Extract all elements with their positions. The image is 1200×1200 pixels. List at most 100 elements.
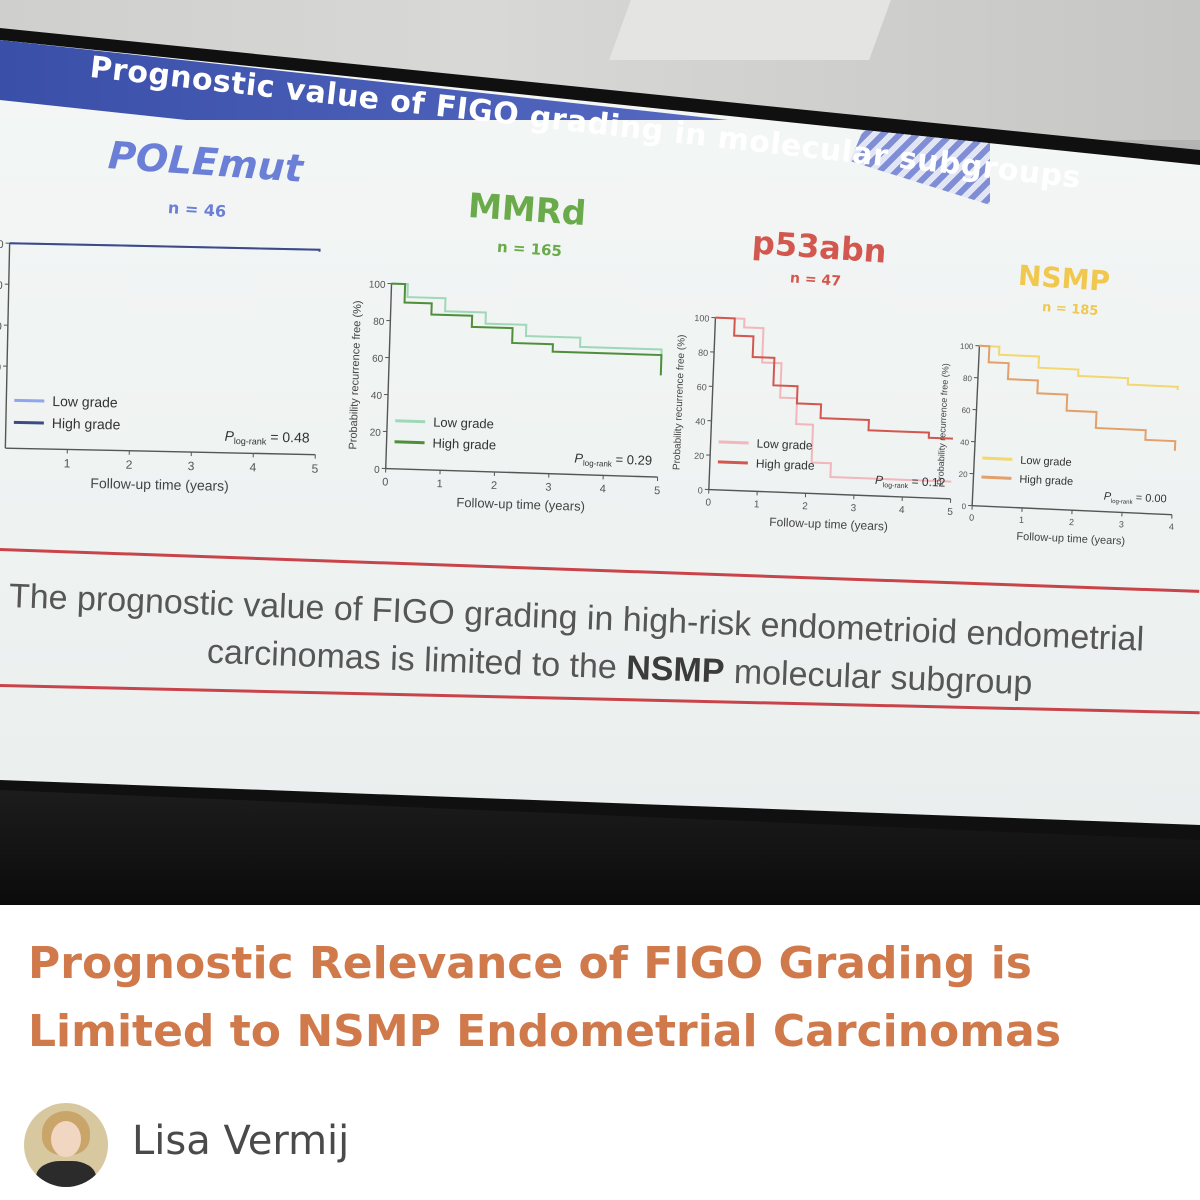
legend-swatch	[13, 420, 44, 425]
p-symbol: P	[224, 428, 234, 444]
y-tick-label: 20	[694, 451, 704, 461]
x-tick-label: 2	[491, 480, 497, 492]
y-tick-label: 100	[0, 239, 4, 251]
x-tick-label: 4	[600, 483, 606, 495]
legend-swatch	[717, 460, 748, 465]
y-axis	[4, 243, 11, 449]
legend-label: Low grade	[433, 415, 494, 432]
slide-conclusion: The prognostic value of FIGO grading in …	[6, 572, 1200, 714]
legend-swatch	[981, 475, 1012, 480]
x-axis	[385, 467, 658, 478]
legend-swatch	[394, 440, 425, 445]
y-tick-label: 20	[370, 428, 382, 439]
y-tick-label: 40	[371, 391, 383, 402]
curve-high-grade	[9, 242, 321, 252]
panel-n-nsmp: n = 185	[1041, 300, 1099, 319]
y-tick-label: 60	[697, 382, 707, 392]
km-plot-nsmp: 100 80 60 40 20 00 1 2 3 4 Follow-up time (years) P…	[935, 342, 1179, 548]
x-axis	[708, 488, 951, 500]
x-tick-label: 4	[249, 460, 256, 474]
plot-group: 100 80 60 40 20 00 1 2 3 4 Follow-up time (years) P…	[935, 342, 1179, 548]
post-headline: Prognostic Relevance of FIGO Grading is …	[28, 938, 1062, 1057]
p-value-label: Plog-rank = 0.48	[224, 428, 310, 448]
p-value-label: Plog-rank = 0.00	[1103, 491, 1167, 508]
x-tick-label: 3	[1119, 519, 1124, 529]
y-axis-label: Probability recurrence free (%)	[672, 334, 688, 470]
curve-low-grade	[715, 316, 952, 483]
y-axis	[971, 345, 981, 506]
curve-low-grade	[979, 344, 1179, 391]
plot-group: 100 80 60 0 1 2 3 4 5 Follow-up time (years) Low g…	[0, 239, 321, 494]
y-axis	[708, 317, 717, 490]
curve-high-grade	[979, 344, 1177, 451]
legend-label: High grade	[52, 415, 121, 432]
y-tick-label: 0	[961, 502, 966, 511]
plot-group: 100 80 60 40 20 00 1 2 3 4 5 Follow-up time (years)…	[347, 279, 663, 514]
y-tick-label: 100	[369, 279, 386, 291]
p-value: = 0.29	[612, 452, 653, 468]
x-tick-label: 1	[64, 456, 71, 470]
x-axis	[5, 447, 316, 456]
author-avatar	[24, 1103, 108, 1187]
legend-label: Low grade	[756, 437, 813, 453]
plot-group: 100 80 60 40 20 00 1 2 3 4 5 Follow-up time (years)…	[672, 313, 954, 533]
curve-low-grade	[391, 282, 663, 361]
legend-label: High grade	[756, 457, 816, 473]
conclusion-bold-nsmp: NSMP	[625, 648, 726, 691]
y-tick-label: 0	[0, 362, 1, 374]
y-axis	[385, 283, 393, 469]
y-tick-label: 100	[960, 342, 974, 352]
curve-high-grade	[391, 282, 663, 376]
p-value: = 0.12	[908, 474, 946, 489]
p-value-label: Plog-rank = 0.29	[574, 450, 652, 469]
x-axis-label: Follow-up time (years)	[90, 475, 229, 494]
y-tick-label: 80	[0, 280, 3, 292]
legend-label: Low grade	[1020, 455, 1072, 469]
x-tick-label: 4	[899, 505, 905, 516]
legend-label: Low grade	[52, 393, 118, 410]
x-tick-label: 0	[382, 476, 388, 488]
panel-n-polemut: n = 46	[167, 197, 227, 222]
curve-high-grade	[715, 316, 953, 440]
x-tick-label: 2	[1069, 517, 1074, 527]
p-subscript: log-rank	[1111, 499, 1134, 506]
avatar-body	[36, 1161, 96, 1187]
x-axis-label: Follow-up time (years)	[1016, 531, 1125, 548]
x-tick-label: 5	[654, 485, 660, 497]
y-tick-label: 60	[0, 321, 2, 333]
km-plot-mmrd: 100 80 60 40 20 00 1 2 3 4 5 Follow-up time (years)…	[347, 279, 663, 514]
legend-swatch	[718, 440, 749, 445]
x-axis-label: Follow-up time (years)	[456, 495, 585, 514]
panel-title-p53abn: p53abn	[750, 223, 888, 271]
km-plot-p53abn: 100 80 60 40 20 00 1 2 3 4 5 Follow-up time (years)…	[672, 313, 954, 533]
p-subscript: log-rank	[583, 459, 613, 469]
panel-title-nsmp: NSMP	[1016, 258, 1112, 299]
p-value-label: Plog-rank = 0.12	[875, 473, 946, 492]
km-plot-polemut: 100 80 60 0 1 2 3 4 5 Follow-up time (years) Low g…	[0, 239, 321, 494]
x-tick-label: 2	[802, 501, 808, 512]
p-symbol: P	[1103, 491, 1112, 503]
x-tick-label: 2	[126, 458, 133, 472]
legend-label: High grade	[432, 436, 496, 453]
y-tick-label: 0	[698, 485, 703, 495]
y-tick-label: 80	[698, 348, 708, 358]
legend-swatch	[395, 419, 426, 424]
y-axis-label: Probability recurrence free (%)	[347, 300, 364, 449]
y-tick-label: 0	[374, 465, 380, 476]
y-tick-label: 100	[694, 313, 709, 324]
x-tick-label: 3	[545, 482, 551, 494]
p-symbol: P	[875, 473, 884, 487]
p-value: = 0.00	[1132, 492, 1166, 506]
x-tick-label: 5	[947, 507, 953, 518]
author-name: Lisa Vermij	[132, 1118, 350, 1164]
y-tick-label: 80	[373, 317, 385, 328]
x-tick-label: 1	[754, 499, 760, 510]
panel-n-p53abn: n = 47	[789, 270, 842, 290]
y-tick-label: 40	[695, 416, 705, 426]
x-tick-label: 0	[705, 497, 711, 508]
p-symbol: P	[574, 450, 583, 465]
x-tick-label: 3	[850, 503, 856, 514]
legend-swatch	[14, 398, 45, 403]
x-tick-label: 4	[1169, 522, 1174, 532]
y-tick-label: 20	[958, 470, 968, 479]
